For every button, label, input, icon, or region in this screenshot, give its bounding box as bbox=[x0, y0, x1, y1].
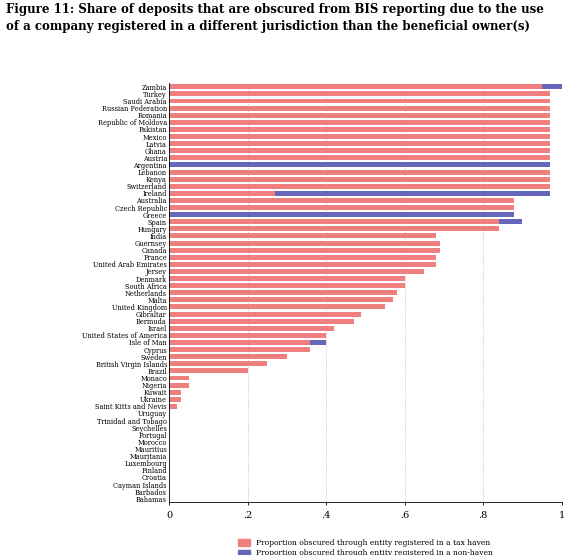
Bar bbox=[169, 326, 334, 331]
Bar bbox=[169, 148, 550, 153]
Bar bbox=[169, 163, 550, 168]
Bar bbox=[169, 99, 550, 103]
Bar bbox=[169, 276, 405, 281]
Bar bbox=[169, 382, 189, 387]
Bar bbox=[169, 212, 515, 217]
Bar bbox=[169, 113, 550, 118]
Bar bbox=[169, 376, 189, 381]
Bar bbox=[542, 84, 562, 89]
Bar bbox=[169, 92, 550, 97]
Bar bbox=[169, 248, 440, 253]
Bar bbox=[169, 283, 405, 288]
Bar bbox=[169, 297, 393, 302]
Bar bbox=[275, 191, 550, 196]
Bar bbox=[169, 105, 550, 110]
Bar bbox=[169, 319, 354, 324]
Bar bbox=[169, 120, 550, 125]
Bar bbox=[499, 219, 523, 224]
Bar bbox=[169, 255, 436, 260]
Bar bbox=[169, 361, 267, 366]
Bar bbox=[169, 311, 362, 316]
Bar bbox=[169, 305, 385, 310]
Bar bbox=[169, 404, 177, 409]
Bar bbox=[169, 84, 542, 89]
Bar bbox=[169, 169, 550, 174]
Bar bbox=[169, 134, 550, 139]
Bar bbox=[169, 397, 181, 402]
Bar bbox=[169, 369, 248, 374]
Bar bbox=[169, 184, 550, 189]
Legend: Proportion obscured through entity registered in a tax haven, Proportion obscure: Proportion obscured through entity regis… bbox=[237, 538, 494, 555]
Bar bbox=[169, 219, 499, 224]
Bar bbox=[169, 269, 424, 274]
Bar bbox=[169, 262, 436, 267]
Bar bbox=[169, 347, 311, 352]
Bar bbox=[169, 354, 286, 359]
Bar bbox=[169, 127, 550, 132]
Bar bbox=[169, 390, 181, 395]
Bar bbox=[169, 234, 436, 239]
Bar bbox=[169, 226, 499, 231]
Bar bbox=[169, 333, 326, 338]
Bar bbox=[169, 141, 550, 146]
Bar bbox=[311, 340, 326, 345]
Bar bbox=[169, 198, 515, 203]
Bar bbox=[169, 191, 275, 196]
Bar bbox=[169, 205, 515, 210]
Bar bbox=[169, 176, 550, 181]
Text: Figure 11: Share of deposits that are obscured from BIS reporting due to the use: Figure 11: Share of deposits that are ob… bbox=[6, 3, 544, 33]
Bar bbox=[169, 240, 440, 245]
Bar bbox=[169, 290, 397, 295]
Bar bbox=[169, 155, 550, 160]
Bar bbox=[169, 340, 311, 345]
